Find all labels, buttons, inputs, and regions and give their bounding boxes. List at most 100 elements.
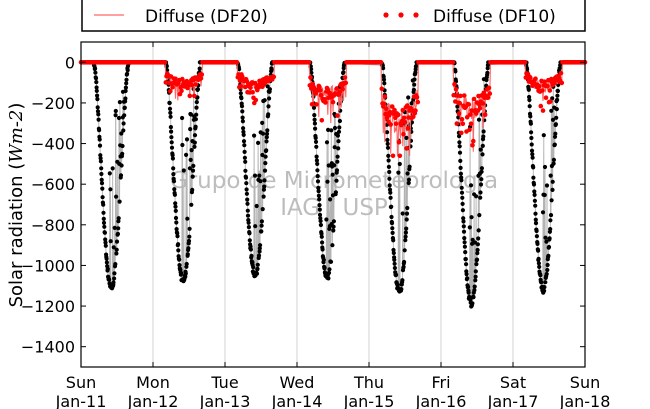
diffuse-df10-point: [414, 94, 420, 100]
diffuse-df10-point: [540, 108, 546, 113]
global-radiation-point: [548, 227, 553, 232]
global-radiation-point: [460, 195, 465, 200]
global-radiation-point: [321, 257, 326, 262]
global-radiation-point: [388, 190, 393, 195]
global-radiation-point: [547, 236, 552, 241]
x-tick-label-date: Jan-13: [199, 392, 251, 409]
global-radiation-point: [97, 143, 103, 148]
global-radiation-point: [116, 226, 121, 231]
global-radiation-point: [555, 88, 561, 94]
global-radiation-point: [170, 156, 175, 161]
global-radiation-point: [473, 278, 478, 283]
diffuse-df10-point: [477, 106, 483, 111]
global-radiation-point: [184, 152, 189, 157]
global-radiation-point: [192, 144, 197, 149]
global-radiation-point: [95, 97, 100, 102]
global-radiation-point: [93, 70, 98, 75]
plot-frame: [80, 41, 586, 368]
global-radiation-point: [538, 273, 543, 278]
global-radiation-point: [318, 218, 323, 224]
global-radiation-point: [264, 139, 269, 144]
diffuse-df10-point: [271, 74, 277, 80]
global-radiation-point: [108, 187, 113, 192]
global-radiation-point: [258, 179, 263, 184]
global-radiation-point: [400, 278, 405, 283]
global-radiation-point: [403, 230, 408, 235]
global-radiation-point: [100, 195, 105, 200]
global-radiation-point: [173, 204, 178, 209]
diffuse-df10-point: [319, 118, 325, 123]
global-radiation-point: [331, 219, 336, 224]
global-radiation-point: [124, 81, 129, 86]
global-radiation-point: [188, 127, 193, 132]
global-radiation-point: [121, 128, 126, 133]
diffuse-df10-point: [457, 100, 463, 106]
y-tick-label: 0: [65, 53, 75, 72]
global-radiation-point: [533, 203, 538, 208]
global-radiation-point: [102, 224, 107, 229]
global-radiation-point: [253, 224, 258, 229]
global-radiation-point: [188, 112, 194, 117]
global-radiation-point: [405, 171, 410, 176]
global-radiation-point: [113, 113, 118, 118]
diffuse-df10-point: [547, 88, 553, 93]
diffuse-df10-point: [189, 82, 195, 88]
global-radiation-point: [100, 186, 105, 191]
global-radiation-point: [189, 148, 194, 153]
global-radiation-point: [457, 144, 462, 149]
y-tick-label: −200: [31, 94, 75, 113]
global-radiation-point: [174, 220, 179, 225]
diffuse-df10-point: [318, 88, 323, 93]
x-tick-label-date: Jan-17: [487, 392, 539, 409]
global-radiation-point: [387, 183, 392, 188]
global-radiation-point: [237, 67, 242, 72]
global-radiation-point: [240, 119, 245, 124]
global-radiation-point: [256, 140, 261, 145]
global-radiation-point: [460, 201, 465, 206]
global-radiation-point: [315, 174, 320, 179]
diffuse-df10-point: [309, 102, 315, 107]
global-radiation-point: [104, 260, 109, 265]
global-radiation-point: [177, 257, 182, 262]
global-radiation-point: [462, 236, 467, 241]
global-radiation-point: [397, 161, 402, 167]
global-radiation-point: [183, 274, 188, 279]
global-radiation-point: [313, 135, 318, 141]
global-radiation-point: [256, 253, 262, 258]
global-radiation-point: [472, 284, 477, 289]
diffuse-df10-point: [522, 60, 528, 65]
global-radiation-point: [337, 118, 342, 124]
global-radiation-point: [478, 190, 483, 195]
global-radiation-point: [385, 145, 391, 150]
global-radiation-point: [328, 259, 334, 264]
global-radiation-point: [402, 248, 407, 253]
x-tick-label-date: Jan-11: [55, 392, 107, 409]
global-radiation-point: [330, 172, 335, 177]
global-radiation-point: [327, 267, 332, 272]
global-radiation-point: [458, 158, 463, 163]
global-radiation-point: [406, 95, 411, 100]
global-radiation-point: [312, 117, 317, 122]
global-radiation-point: [317, 203, 322, 208]
global-radiation-point: [93, 66, 98, 71]
global-radiation-point: [317, 197, 322, 202]
global-radiation-point: [532, 192, 537, 197]
global-radiation-point: [385, 141, 390, 146]
global-radiation-point: [529, 142, 534, 147]
global-radiation-point: [385, 130, 390, 135]
global-radiation-point: [334, 178, 339, 183]
global-radiation-point: [474, 194, 479, 199]
diffuse-df10-point: [308, 75, 313, 80]
global-radiation-point: [243, 175, 249, 180]
global-radiation-point: [333, 190, 338, 195]
global-radiation-point: [527, 104, 532, 109]
global-radiation-point: [320, 240, 325, 245]
global-radiation-point: [94, 85, 99, 90]
global-radiation-point: [116, 115, 122, 121]
global-radiation-point: [475, 247, 480, 253]
global-radiation-point: [476, 228, 481, 233]
x-tick-label-day: Fri: [431, 373, 450, 392]
global-radiation-point: [527, 97, 532, 103]
diffuse-df10-point: [537, 84, 542, 89]
global-radiation-point: [536, 256, 541, 261]
